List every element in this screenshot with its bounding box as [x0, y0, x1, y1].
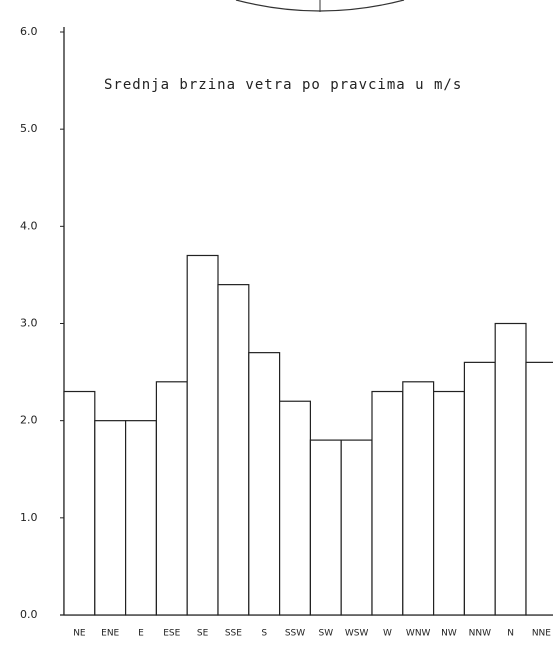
bar [402, 381, 435, 616]
bar [309, 439, 342, 616]
bar [463, 361, 496, 616]
x-tick-label: SSW [285, 629, 305, 639]
x-tick-label: WSW [345, 629, 369, 639]
bar [217, 284, 250, 616]
bar [155, 381, 188, 616]
x-tick-label: SW [318, 629, 333, 639]
y-tick-label: 6.0 [20, 25, 38, 38]
bar [63, 390, 96, 616]
x-tick-label: SSE [225, 629, 242, 639]
x-tick-label: NNE [532, 629, 551, 639]
chart-title: Srednja brzina vetra po pravcima u m/s [104, 77, 462, 93]
y-tick-label: 3.0 [20, 317, 38, 330]
bar [124, 420, 157, 616]
bar [371, 390, 404, 616]
x-tick-label: S [261, 629, 267, 639]
bar [494, 322, 527, 616]
x-tick-label: SE [197, 629, 209, 639]
x-tick-label: NNW [469, 629, 491, 639]
y-tick-label: 0.0 [20, 608, 38, 621]
x-tick-label: ESE [163, 629, 180, 639]
y-tick-label: 2.0 [20, 414, 38, 427]
bar [340, 439, 373, 616]
bar [433, 390, 466, 616]
y-tick-label: 1.0 [20, 511, 38, 524]
bar [525, 361, 553, 616]
bar [279, 400, 312, 616]
y-tick-label: 5.0 [20, 122, 38, 135]
x-tick-label: NW [441, 629, 457, 639]
x-tick-label: ENE [101, 629, 119, 639]
bar [94, 420, 127, 616]
x-tick-label: W [383, 629, 392, 639]
x-tick-label: N [507, 629, 514, 639]
x-tick-label: NE [73, 629, 86, 639]
x-tick-label: WNW [406, 629, 431, 639]
bar [186, 254, 219, 616]
x-tick-label: E [138, 629, 144, 639]
bar [248, 352, 281, 616]
y-tick-label: 4.0 [20, 219, 38, 232]
